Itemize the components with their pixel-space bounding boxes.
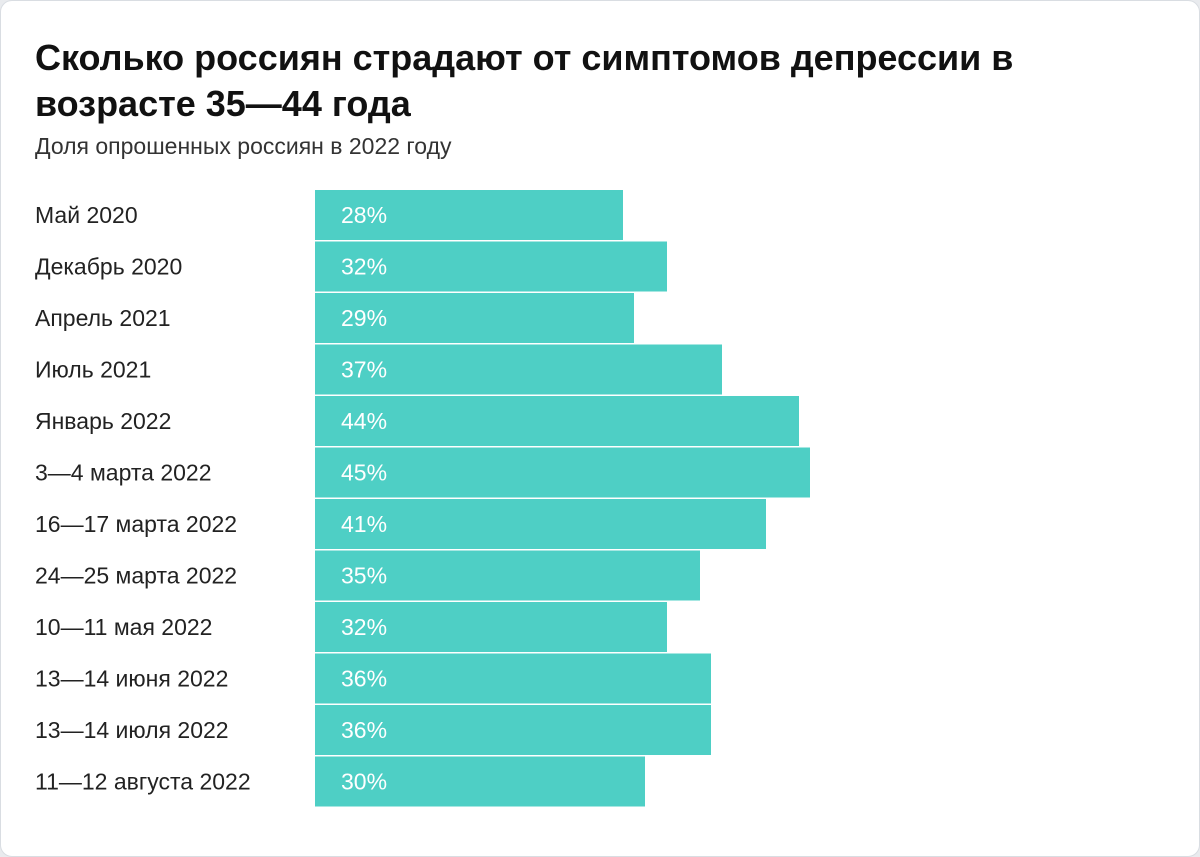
bar-5 (315, 396, 799, 446)
value-label-8: 35% (341, 563, 387, 589)
category-label-12: 11—12 августа 2022 (35, 769, 251, 795)
value-label-3: 29% (341, 305, 387, 331)
chart-title: Сколько россиян страдают от симптомов де… (35, 37, 1014, 124)
value-label-5: 44% (341, 408, 387, 434)
category-label-1: Май 2020 (35, 202, 138, 228)
value-label-11: 36% (341, 717, 387, 743)
value-label-12: 30% (341, 769, 387, 795)
bar-3 (315, 293, 634, 343)
category-label-7: 16—17 марта 2022 (35, 511, 237, 537)
category-label-10: 13—14 июня 2022 (35, 666, 228, 692)
chart-subtitle: Доля опрошенных россиян в 2022 году (35, 133, 452, 159)
bar-9 (315, 602, 667, 652)
category-label-3: Апрель 2021 (35, 305, 171, 331)
bar-8 (315, 550, 700, 601)
bar-4 (315, 344, 722, 395)
category-label-8: 24—25 марта 2022 (35, 563, 237, 589)
category-label-9: 10—11 мая 2022 (35, 614, 212, 640)
value-label-10: 36% (341, 666, 387, 692)
bar-7 (315, 499, 766, 549)
value-label-1: 28% (341, 202, 387, 228)
category-label-2: Декабрь 2020 (35, 254, 182, 280)
bar-10 (315, 653, 711, 704)
value-label-6: 45% (341, 460, 387, 486)
bar-6 (315, 447, 810, 498)
bar-2 (315, 241, 667, 292)
value-label-4: 37% (341, 357, 387, 383)
bar-1 (315, 190, 623, 240)
value-label-7: 41% (341, 511, 387, 537)
category-label-11: 13—14 июля 2022 (35, 717, 229, 743)
category-label-5: Январь 2022 (35, 408, 171, 434)
category-label-6: 3—4 марта 2022 (35, 460, 212, 486)
bar-12 (315, 756, 645, 807)
category-label-4: Июль 2021 (35, 357, 151, 383)
value-label-2: 32% (341, 254, 387, 280)
value-label-9: 32% (341, 614, 387, 640)
bar-11 (315, 705, 711, 755)
